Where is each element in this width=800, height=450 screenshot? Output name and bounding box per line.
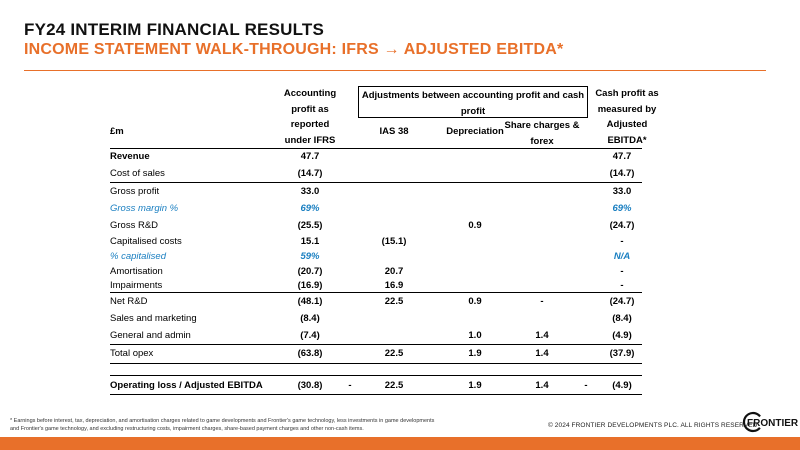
table-row-cost-of-sales: Cost of sales (14.7) (14.7) [110, 168, 635, 179]
table-row-general-admin: General and admin (7.4) 1.0 1.4 (4.9) [110, 330, 632, 341]
table-divider [110, 394, 642, 395]
table-row-gross-margin: Gross margin % 69% 69% [110, 203, 632, 214]
page-subtitle: INCOME STATEMENT WALK-THROUGH: IFRS → AD… [24, 41, 564, 58]
table-row-gross-profit: Gross profit 33.0 33.0 [110, 186, 632, 197]
column-header-depreciation: Depreciation [446, 126, 504, 137]
table-divider [110, 148, 642, 149]
column-header-accounting: Accounting profit as reported under IFRS [283, 88, 337, 146]
table-row-gross-rd: Gross R&D (25.5) 0.9 (24.7) [110, 220, 635, 231]
table-row-capitalised-pct: % capitalised 59% N/A [110, 251, 631, 262]
table-row-total-opex: Total opex (63.8) 22.5 1.9 1.4 (37.9) [110, 348, 635, 359]
frontier-logo: FRONTIER [742, 411, 798, 433]
table-divider [110, 363, 642, 364]
table-row-revenue: Revenue 47.7 47.7 [110, 151, 632, 162]
table-row-net-rd: Net R&D (48.1) 22.5 0.9 - (24.7) [110, 296, 635, 307]
column-header-cash-profit: Cash profit as measured by Adjusted EBIT… [595, 88, 659, 146]
column-header-ias38: IAS 38 [379, 126, 409, 137]
title-divider [24, 70, 766, 71]
table-row-operating-loss: Operating loss / Adjusted EBITDA (30.8) … [110, 380, 632, 391]
copyright-notice: © 2024 FRONTIER DEVELOPMENTS PLC. ALL RI… [548, 422, 758, 429]
table-divider [110, 182, 642, 183]
table-divider [110, 375, 642, 376]
table-divider [110, 344, 642, 345]
table-row-capitalised-costs: Capitalised costs 15.1 (15.1) - [110, 236, 624, 247]
table-divider [110, 292, 642, 293]
bottom-accent-bar [0, 437, 800, 450]
column-header-adjustments-group: Adjustments between accounting profit an… [358, 86, 588, 118]
table-row-amortisation: Amortisation (20.7) 20.7 - [110, 266, 624, 277]
table-row-sales-marketing: Sales and marketing (8.4) (8.4) [110, 313, 632, 324]
column-header-share-charges: Share charges & forex [504, 120, 580, 147]
page-title: FY24 INTERIM FINANCIAL RESULTS [24, 20, 325, 39]
table-row-impairments: Impairments (16.9) 16.9 - [110, 280, 624, 291]
logo-wordmark: FRONTIER [747, 418, 798, 429]
column-header-label: £m [110, 126, 124, 137]
footnote: * Earnings before interest, tax, depreci… [10, 418, 435, 432]
